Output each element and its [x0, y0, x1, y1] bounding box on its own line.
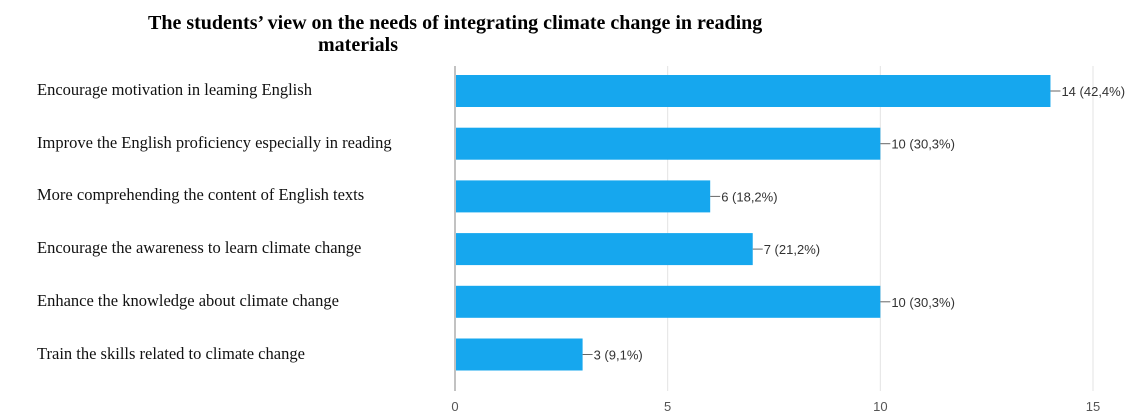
- bar-2: [456, 180, 711, 213]
- bar-4: [456, 285, 881, 318]
- category-label-2: More comprehending the content of Englis…: [37, 185, 365, 205]
- bar-0: [456, 75, 1051, 107]
- data-label-3: 7 (21,2%): [764, 242, 820, 257]
- bar-3: [456, 233, 753, 266]
- x-tick-label-1: 5: [664, 399, 671, 414]
- chart-title-line-2: materials: [318, 34, 398, 56]
- bar-1: [456, 127, 881, 160]
- category-label-3: Encourage the awareness to learn climate…: [37, 238, 362, 258]
- data-label-1: 10 (30,3%): [891, 137, 955, 152]
- category-label-4: Enhance the knowledge about climate chan…: [37, 290, 339, 310]
- data-label-0: 14 (42,4%): [1061, 84, 1125, 99]
- category-label-5: Train the skills related to climate chan…: [37, 343, 305, 363]
- x-tick-label-2: 10: [873, 399, 887, 414]
- chart-title-line-1: The students’ view on the needs of integ…: [148, 12, 763, 34]
- x-tick-label-0: 0: [451, 399, 458, 414]
- chart-title: The students’ view on the needs of integ…: [140, 12, 1040, 56]
- data-label-2: 6 (18,2%): [721, 189, 777, 204]
- data-label-4: 10 (30,3%): [891, 295, 955, 310]
- category-label-1: Improve the English proficiency especial…: [37, 132, 392, 152]
- data-label-5: 3 (9,1%): [594, 348, 643, 363]
- x-tick-label-3: 15: [1086, 399, 1100, 414]
- bar-5: [456, 338, 583, 371]
- category-label-0: Encourage motivation in leaming English: [37, 80, 312, 99]
